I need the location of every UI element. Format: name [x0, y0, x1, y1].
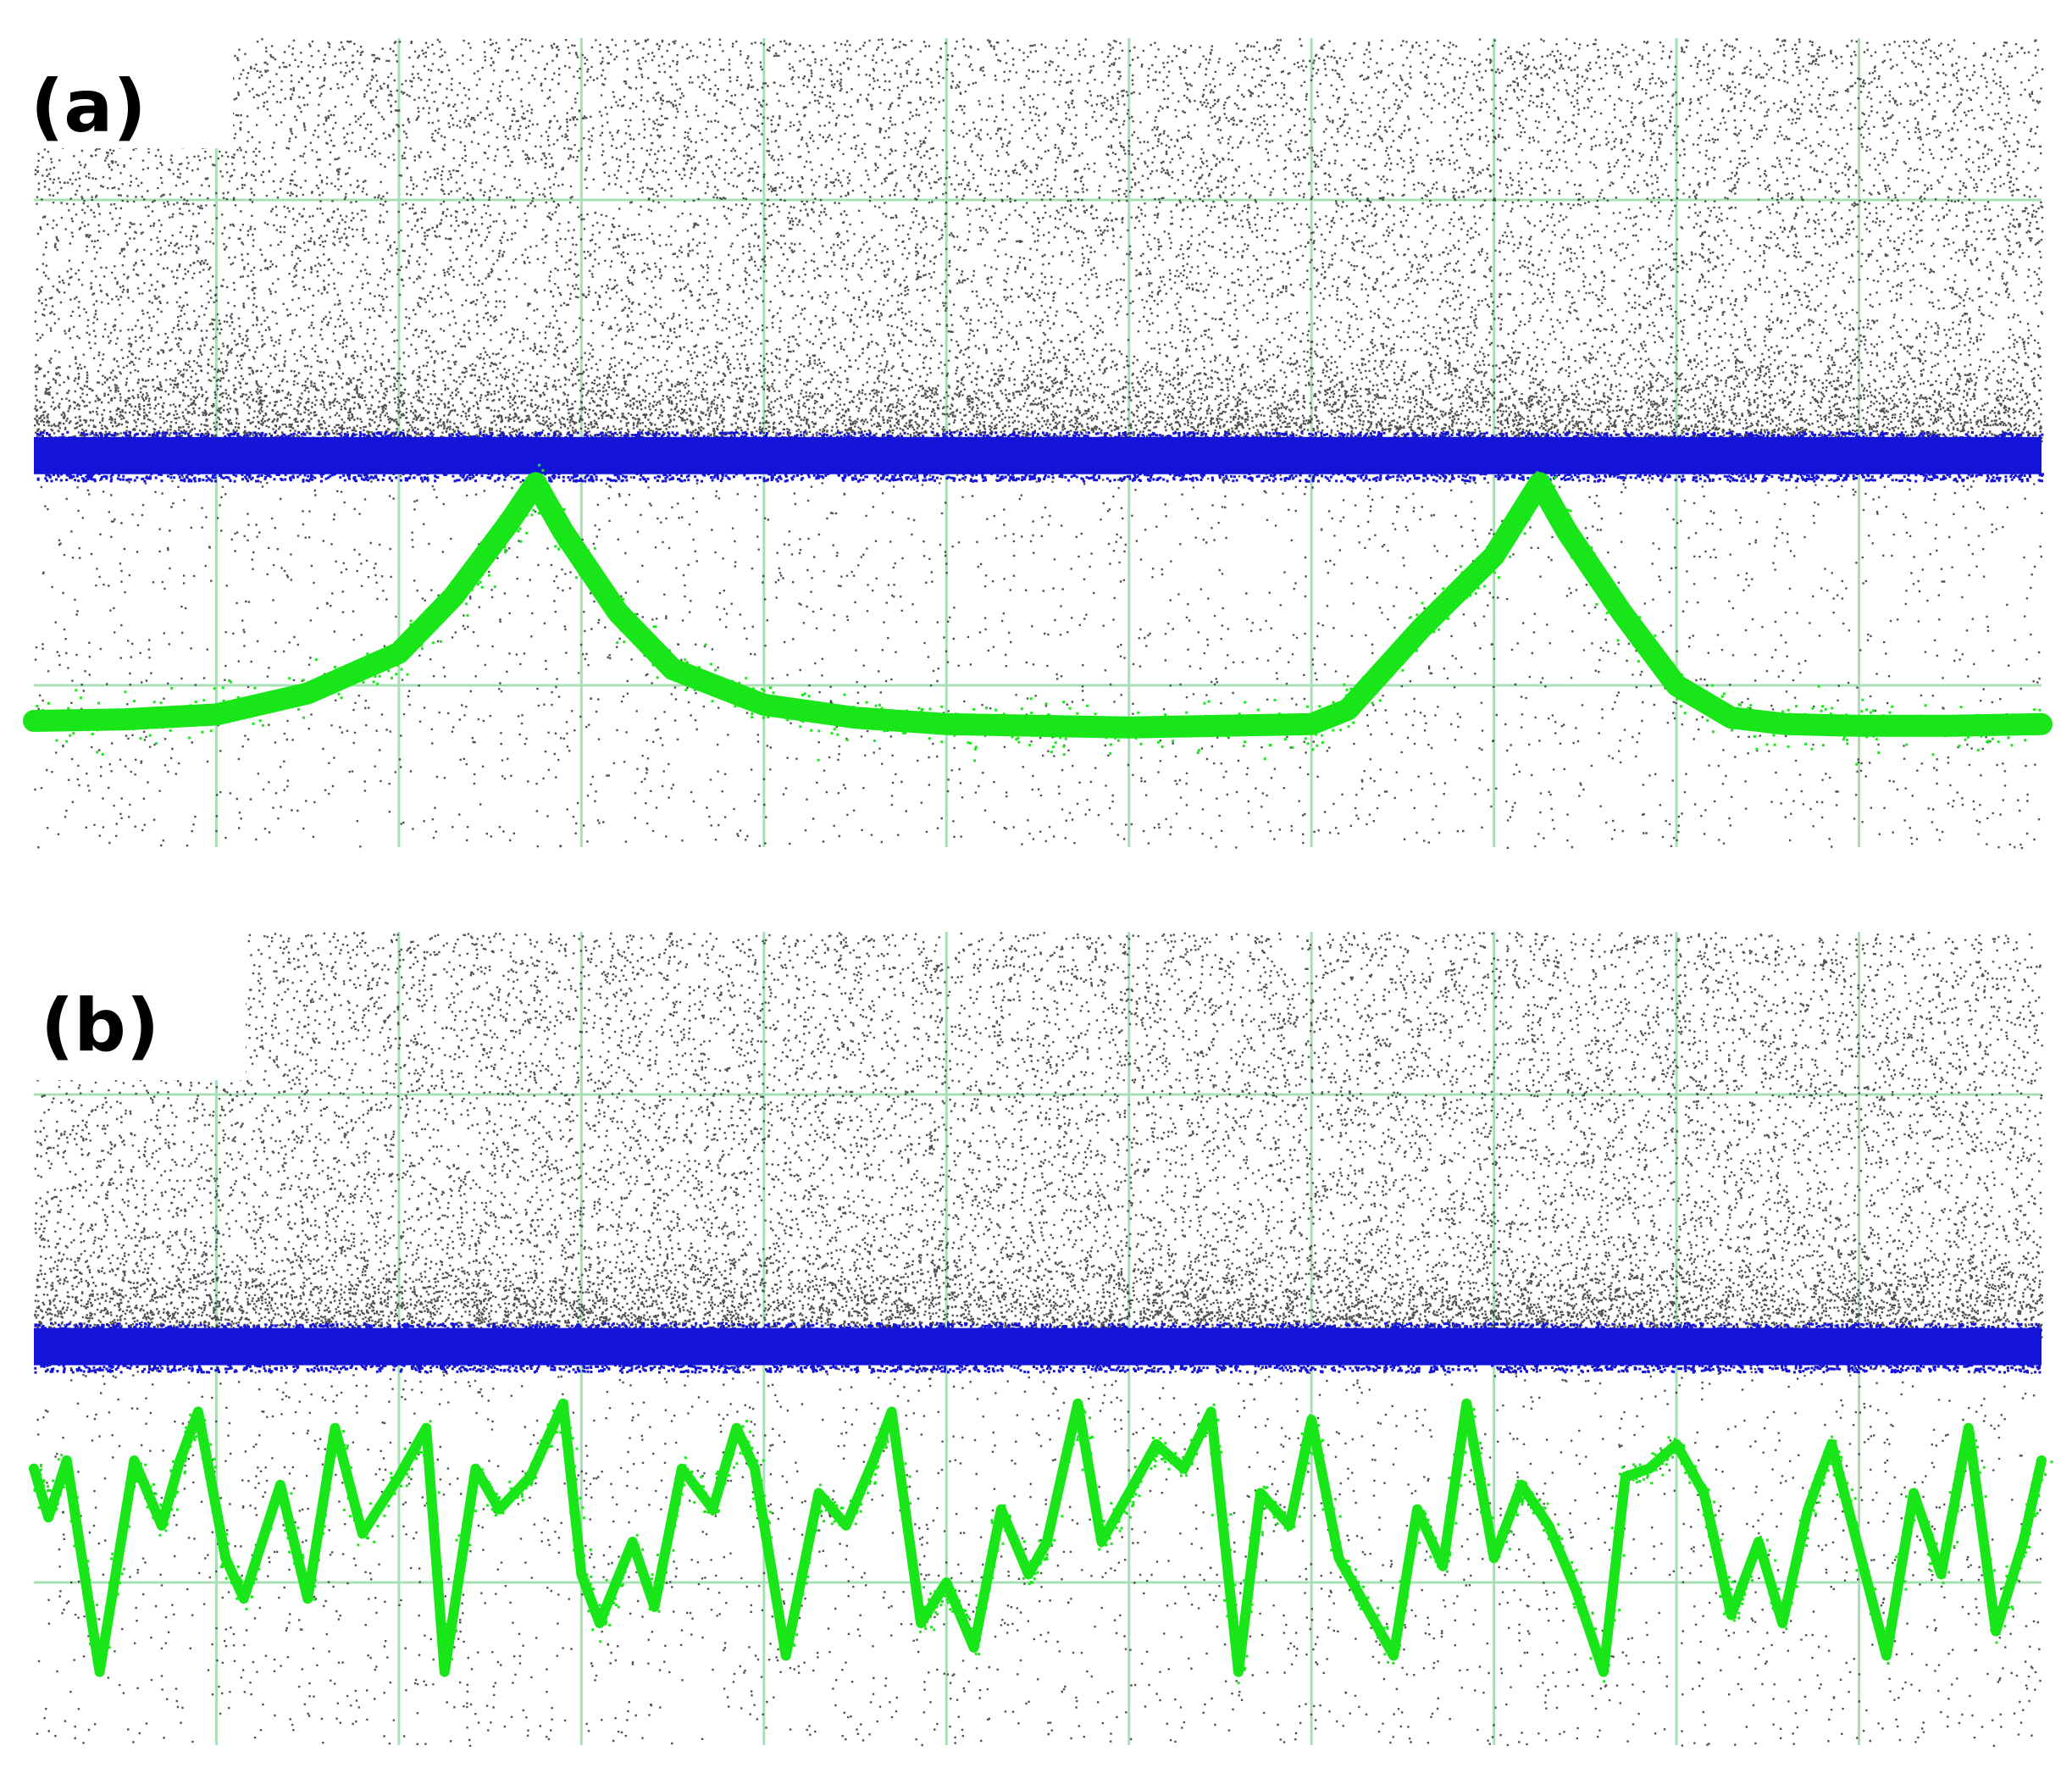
panel-label: (a)	[30, 64, 147, 149]
panel-b: (b)	[0, 894, 2053, 1747]
baseline-band	[34, 1327, 2042, 1366]
panel-label: (b)	[41, 984, 159, 1068]
label-backdrop	[0, 894, 246, 1080]
panel-a: (a)	[0, 0, 2053, 850]
label-backdrop	[0, 0, 233, 148]
baseline-trace	[34, 1322, 2042, 1374]
signal-trace	[23, 472, 2053, 739]
signal-trace	[29, 1398, 2047, 1677]
baseline-band-fuzz	[36, 430, 2044, 483]
baseline-band	[34, 436, 2042, 474]
signal-trace-fuzz	[29, 1399, 2053, 1685]
baseline-trace	[34, 430, 2044, 483]
